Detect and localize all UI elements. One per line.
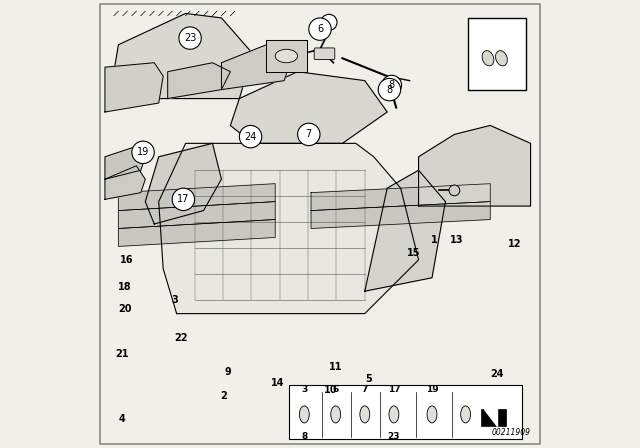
Polygon shape — [105, 166, 145, 199]
Ellipse shape — [389, 406, 399, 423]
Text: 20: 20 — [118, 304, 132, 314]
Text: 18: 18 — [118, 282, 132, 292]
Polygon shape — [168, 63, 230, 99]
Text: 17: 17 — [177, 194, 189, 204]
Circle shape — [132, 141, 154, 164]
Ellipse shape — [300, 406, 309, 423]
Circle shape — [449, 185, 460, 196]
Ellipse shape — [427, 406, 437, 423]
Text: 11: 11 — [329, 362, 342, 372]
Text: 9: 9 — [225, 367, 232, 377]
Text: 3: 3 — [301, 385, 307, 394]
Text: 19: 19 — [137, 147, 149, 157]
Polygon shape — [311, 202, 490, 228]
Polygon shape — [484, 409, 497, 426]
Text: 5: 5 — [365, 374, 372, 383]
Text: 2: 2 — [220, 392, 227, 401]
FancyBboxPatch shape — [468, 18, 526, 90]
Ellipse shape — [482, 51, 494, 66]
Text: 6: 6 — [317, 24, 323, 34]
Text: 23: 23 — [184, 33, 196, 43]
Text: 14: 14 — [271, 378, 284, 388]
FancyBboxPatch shape — [289, 385, 522, 439]
Text: 19: 19 — [426, 385, 438, 394]
Text: 00211909: 00211909 — [492, 428, 531, 437]
Text: 4: 4 — [118, 414, 125, 424]
Polygon shape — [311, 184, 490, 211]
Text: 13: 13 — [450, 235, 463, 245]
Ellipse shape — [461, 406, 470, 423]
Polygon shape — [118, 202, 275, 228]
Polygon shape — [159, 143, 419, 314]
Text: 8: 8 — [301, 432, 307, 441]
Circle shape — [321, 14, 337, 30]
Polygon shape — [419, 125, 531, 206]
Text: 7: 7 — [362, 385, 368, 394]
Ellipse shape — [495, 51, 508, 66]
Circle shape — [239, 125, 262, 148]
Text: 17: 17 — [388, 385, 400, 394]
Circle shape — [378, 78, 401, 101]
Polygon shape — [105, 148, 145, 179]
Text: 21: 21 — [115, 349, 129, 359]
Ellipse shape — [275, 49, 298, 63]
Circle shape — [309, 18, 332, 40]
Text: 24: 24 — [490, 369, 504, 379]
Text: 7: 7 — [306, 129, 312, 139]
Text: 1: 1 — [431, 235, 438, 245]
Text: 22: 22 — [174, 333, 188, 343]
Text: 6: 6 — [333, 385, 339, 394]
Circle shape — [179, 27, 201, 49]
Ellipse shape — [331, 406, 340, 423]
Polygon shape — [230, 72, 387, 143]
Text: 12: 12 — [508, 239, 522, 249]
Text: 16: 16 — [120, 255, 133, 265]
Text: 3: 3 — [171, 295, 178, 305]
FancyBboxPatch shape — [314, 48, 335, 60]
FancyBboxPatch shape — [100, 4, 540, 444]
Text: 15: 15 — [407, 248, 421, 258]
Polygon shape — [221, 45, 293, 90]
Circle shape — [298, 123, 320, 146]
Polygon shape — [109, 13, 253, 99]
Circle shape — [172, 188, 195, 211]
Text: 8: 8 — [387, 85, 392, 95]
FancyBboxPatch shape — [481, 409, 506, 426]
Text: 24: 24 — [244, 132, 257, 142]
Polygon shape — [266, 40, 307, 72]
Text: 8: 8 — [388, 80, 395, 90]
Polygon shape — [118, 220, 275, 246]
Circle shape — [382, 75, 401, 95]
Polygon shape — [118, 184, 275, 211]
Polygon shape — [105, 63, 163, 112]
Text: 10: 10 — [324, 385, 337, 395]
Ellipse shape — [360, 406, 370, 423]
Polygon shape — [145, 143, 221, 224]
Text: 23: 23 — [388, 432, 400, 441]
Polygon shape — [365, 170, 445, 291]
